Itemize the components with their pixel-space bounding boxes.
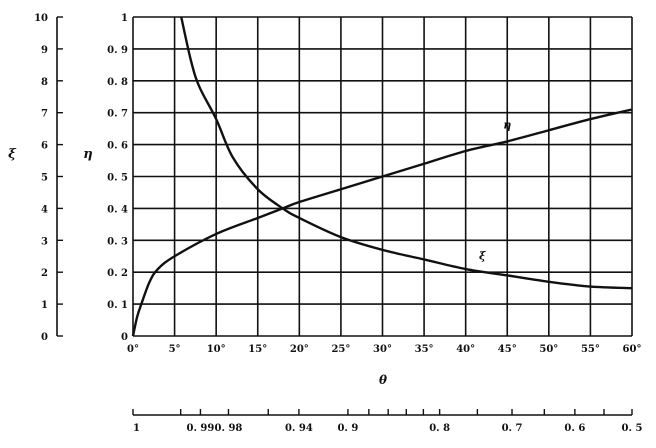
- xi-tick-label: 10: [34, 13, 48, 24]
- cos-tick-label: 0. 5: [622, 423, 643, 434]
- series-label: ξ: [479, 249, 486, 262]
- cos-tick-label: 0. 98: [215, 423, 243, 434]
- cos-tick-label: 0. 94: [285, 423, 313, 434]
- x-tick-label: 45°: [498, 344, 517, 355]
- axes: 0° 5° 10° 15° 20° 25° 30° 35° 40° 45° 50° 55° 60° 0 0.…: [34, 13, 642, 434]
- eta-tick-label: 0. 3: [107, 236, 128, 247]
- eta-tick-label: 0. 4: [107, 204, 128, 215]
- xi-tick-label: 9: [41, 45, 48, 56]
- x-tick-label: 0°: [127, 344, 139, 355]
- x-tick-label: 40°: [456, 344, 475, 355]
- xi-tick-label: 7: [41, 109, 48, 120]
- eta-axis-title: η: [83, 147, 92, 162]
- curves: ηξ: [131, 16, 633, 337]
- cos-tick-label: 0. 99: [187, 423, 215, 434]
- xi-tick-label: 6: [41, 141, 48, 152]
- grid: [132, 16, 633, 337]
- x-tick-label: 30°: [373, 344, 392, 355]
- eta-tick-label: 0. 5: [107, 173, 128, 184]
- cos-tick-label: 0. 9: [337, 423, 358, 434]
- theta-axis-title: θ: [379, 373, 387, 387]
- x-tick-label: 20°: [290, 344, 309, 355]
- eta-tick-label: 0. 6: [107, 141, 128, 152]
- cos-tick-label: 0. 8: [429, 423, 450, 434]
- xi-tick-label: 2: [41, 268, 48, 279]
- cos-tick-label: 0. 7: [502, 423, 523, 434]
- eta-tick-label: 0. 9: [107, 45, 128, 56]
- xi-tick-label: 0: [41, 332, 48, 343]
- xi-tick-label: 4: [41, 204, 48, 215]
- x-tick-label: 10°: [207, 344, 226, 355]
- x-tick-label: 15°: [248, 344, 267, 355]
- x-tick-label: 50°: [539, 344, 558, 355]
- x-tick-label: 35°: [415, 344, 434, 355]
- eta-tick-label: 1: [121, 13, 128, 24]
- x-tick-label: 5°: [169, 344, 181, 355]
- cos-tick-label: 0. 6: [564, 423, 585, 434]
- eta-tick-label: 0. 2: [107, 268, 128, 279]
- eta-tick-label: 0: [121, 332, 128, 343]
- cos-tick-label: 1: [133, 423, 140, 434]
- eta-tick-label: 0. 7: [107, 109, 128, 120]
- series-line-eta: [131, 108, 633, 337]
- xi-tick-label: 8: [41, 77, 48, 88]
- eta-tick-label: 0. 1: [107, 300, 128, 311]
- xi-axis-title: ξ: [8, 147, 17, 162]
- eta-tick-label: 0. 8: [107, 77, 128, 88]
- xi-tick-label: 1: [41, 300, 48, 311]
- x-tick-label: 60°: [623, 344, 642, 355]
- series-label: η: [503, 119, 511, 132]
- xi-tick-label: 5: [41, 173, 48, 184]
- series-line-xi: [180, 16, 633, 290]
- x-tick-label: 25°: [331, 344, 350, 355]
- xi-tick-label: 3: [41, 236, 48, 247]
- x-tick-label: 55°: [581, 344, 600, 355]
